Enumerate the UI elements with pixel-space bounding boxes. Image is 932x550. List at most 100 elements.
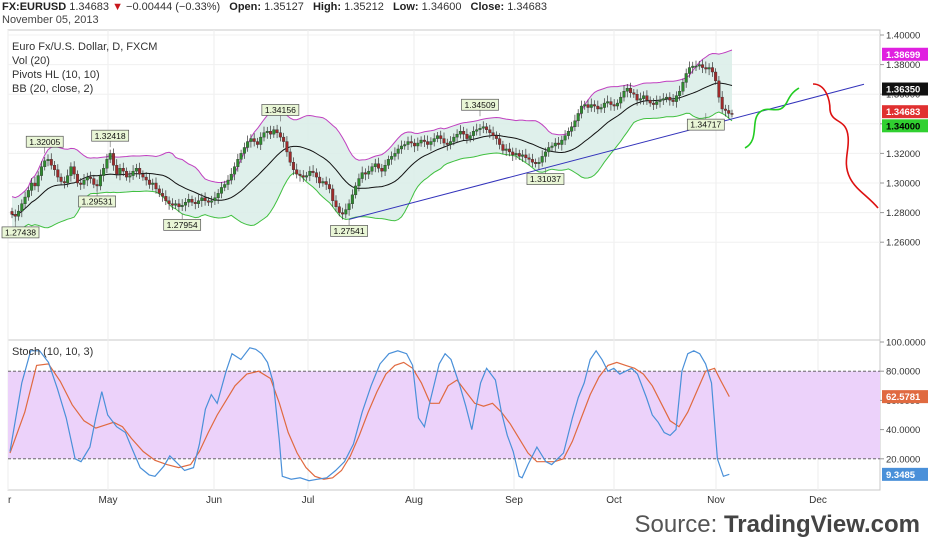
candle-body [534,162,538,164]
candle-body [246,141,250,148]
candle-body [128,175,132,178]
candle-body [79,182,83,185]
candle-body [645,95,649,101]
ohlc-row: FX:EURUSD 1.34683 ▼ −0.00444 (−0.33%) Op… [2,1,547,14]
candle-body [615,102,619,107]
open-value: 1.35127 [264,1,304,13]
candle-body [367,170,371,175]
candle-body [537,162,541,164]
pivot-box [526,173,565,185]
candle-body [288,151,292,163]
candle-body [49,159,53,166]
candle-body [655,101,659,105]
candle-body [553,142,557,147]
low-value: 1.34600 [421,1,462,13]
candle-body [717,80,721,98]
candle-body [684,73,688,83]
candle-body [239,153,243,160]
candle-body [30,182,34,191]
candle-body [710,67,714,73]
high-value: 1.35212 [344,1,384,13]
candle-body [89,176,93,179]
candle-body [462,130,466,135]
stoch-overbought-band [8,371,880,459]
candle-body [62,181,66,184]
candle-body [341,212,345,215]
candle-body [694,65,698,68]
candle-body [43,160,47,167]
candle-body [599,107,603,110]
candle-body [154,182,158,190]
candle-body [115,165,119,175]
candle-body [429,141,433,145]
candle-body [69,166,73,176]
candle-body [236,159,240,167]
candle-body [334,200,338,207]
candle-body [66,175,70,184]
candle-body [141,173,145,178]
candle-body [10,211,14,215]
candle-body [167,200,171,204]
candle-body [704,67,708,70]
candle-body [406,141,410,145]
candle-body [435,135,439,139]
price-tag-label: 1.38699 [886,50,920,61]
candle-body [213,197,217,201]
candle-body [488,129,492,133]
x-tick-label: Jun [206,495,222,506]
candle-body [363,172,367,175]
candle-body [190,199,194,203]
candle-body [557,142,561,145]
candle-body [593,104,597,107]
bb-lower-line [11,111,733,234]
candle-body [360,172,364,179]
stoch-legend: Stoch (10, 10, 3) [12,346,94,358]
candle-body [714,71,718,82]
candle-body [393,153,397,157]
candle-body [291,162,295,170]
candle-body [295,169,299,175]
candle-body [229,173,233,181]
pivot-box [1,226,40,239]
x-tick-label: Sep [505,495,523,506]
pivot-label: 1.34509 [464,100,495,110]
candle-body [638,98,642,101]
price-tag-label: 1.36350 [886,85,920,96]
price-change: −0.00444 (−0.33%) [126,1,221,13]
stoch-y-tick-label: 20.0000 [886,454,920,465]
stoch-value-label: 9.3485 [886,470,916,481]
candle-body [210,200,214,203]
x-tick-label: Oct [606,495,622,506]
candle-body [563,135,567,141]
candle-body [20,203,24,212]
pivot-box [261,104,300,116]
candle-body [219,187,223,194]
candle-body [324,181,328,185]
candle-body [242,147,246,154]
candle-body [530,159,534,163]
candle-body [259,136,263,145]
candle-body [170,203,174,206]
candle-body [678,91,682,96]
candle-body [82,179,86,185]
candle-body [642,95,646,99]
candle-body [72,166,76,175]
x-tick-label: May [99,495,118,506]
close-value: 1.34683 [507,1,547,13]
candle-body [409,141,413,144]
candle-body [707,67,711,70]
candle-body [550,145,554,148]
candle-body [197,200,201,204]
candle-body [105,159,109,169]
pivot-label: 1.27438 [5,227,36,237]
legend-title: Euro Fx/U.S. Dollar, D, FXCM [12,41,158,53]
legend-bb: BB (20, close, 2) [12,83,94,95]
candle-body [524,154,528,159]
price-tag-label: 1.34683 [886,107,920,118]
candle-body [206,200,210,203]
low-label: Low: [392,1,419,13]
candle-body [298,173,302,176]
candle-body [606,101,610,104]
candle-body [687,67,691,74]
